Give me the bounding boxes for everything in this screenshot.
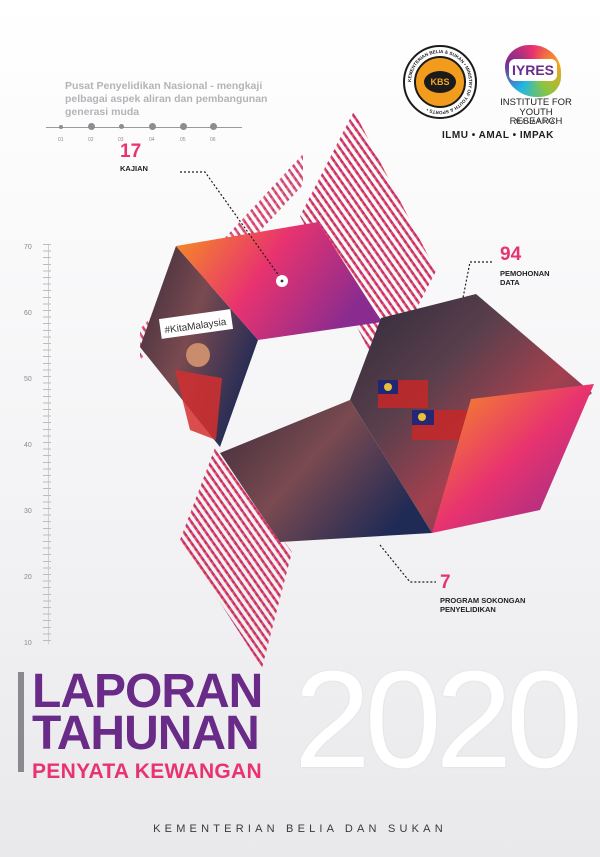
iyres-name-line: YOUTH RESEARCH <box>509 106 563 127</box>
timeline-dot <box>88 123 95 130</box>
iyres-name: INSTITUTE FOR YOUTH RESEARCH <box>494 98 578 127</box>
ruler-label: 10 <box>24 640 32 647</box>
connector-kajian <box>180 171 283 281</box>
stat-kajian-value: 17 <box>120 141 142 162</box>
timeline-dot <box>119 124 124 129</box>
timeline-dot <box>59 125 63 129</box>
ruler-label: 30 <box>24 508 32 515</box>
striped-shape-bottom <box>180 448 292 668</box>
timeline-dot <box>180 123 187 130</box>
ruler-ticks <box>43 244 51 644</box>
stat-pemohonan-label: PEMOHONAN DATA <box>500 269 550 287</box>
title-line-2: TAHUNAN <box>32 707 260 760</box>
intro-text: Pusat Penyelidikan Nasional - mengkaji p… <box>65 80 268 118</box>
title-accent-bar <box>18 672 24 772</box>
stat-pemohonan-value: 94 <box>500 244 522 265</box>
photo-sign <box>158 309 234 339</box>
timeline-label: 04 <box>149 137 155 143</box>
report-year: 2020 <box>294 643 583 797</box>
kbs-ring: KBS <box>414 56 466 108</box>
title-line-1: LAPORAN <box>32 665 263 718</box>
stat-program-value: 7 <box>440 572 451 593</box>
timeline-dot <box>210 123 217 130</box>
iyres-name-line: INSTITUTE FOR <box>500 97 572 108</box>
ministry-name: KEMENTERIAN BELIA DAN SUKAN <box>153 823 447 835</box>
photo-face <box>186 343 210 367</box>
timeline-label: 03 <box>118 137 124 143</box>
stat-program-label: PROGRAM SOKONGAN PENYELIDIKAN <box>440 596 526 614</box>
gradient-shape-right <box>432 384 594 533</box>
ruler-label: 20 <box>24 574 32 581</box>
striped-shape-top <box>300 111 436 376</box>
stat-program-label-line: PENYELIDIKAN <box>440 604 496 614</box>
ruler-label: 40 <box>24 442 32 449</box>
timeline-line <box>46 127 242 128</box>
stat-pemohonan-label-line: DATA <box>500 277 520 287</box>
timeline-label: 01 <box>58 137 64 143</box>
kbs-logo-text: KBS <box>424 71 456 93</box>
stat-kajian-label: KAJIAN <box>120 164 148 173</box>
ruler-label: 50 <box>24 376 32 383</box>
ruler-label: 70 <box>24 244 32 251</box>
connector-node-center <box>280 279 284 283</box>
connector-program <box>379 544 436 583</box>
timeline-label: 02 <box>88 137 94 143</box>
photo-crowd-bottom <box>220 400 432 542</box>
iyres-country: MALAYSIA <box>515 119 557 125</box>
iyres-logo-text: IYRES <box>509 59 557 81</box>
timeline-label: 05 <box>180 137 186 143</box>
timeline-dot <box>149 123 156 130</box>
timeline-label: 06 <box>210 137 216 143</box>
subtitle: PENYATA KEWANGAN <box>32 760 262 783</box>
connector-pemohonan <box>462 261 492 299</box>
stat-program-label-line: PROGRAM SOKONGAN <box>440 596 526 605</box>
flag-decor <box>378 380 470 440</box>
stat-pemohonan-label-line: PEMOHONAN <box>500 269 550 278</box>
iyres-logo: IYRES <box>505 45 561 97</box>
ruler-label: 60 <box>24 310 32 317</box>
kbs-logo: KEMENTERIAN BELIA & SUKAN • MINISTRY OF … <box>403 45 477 119</box>
motto: ILMU • AMAL • IMPAK <box>442 130 554 141</box>
photo-supporter-shirt <box>175 370 222 440</box>
